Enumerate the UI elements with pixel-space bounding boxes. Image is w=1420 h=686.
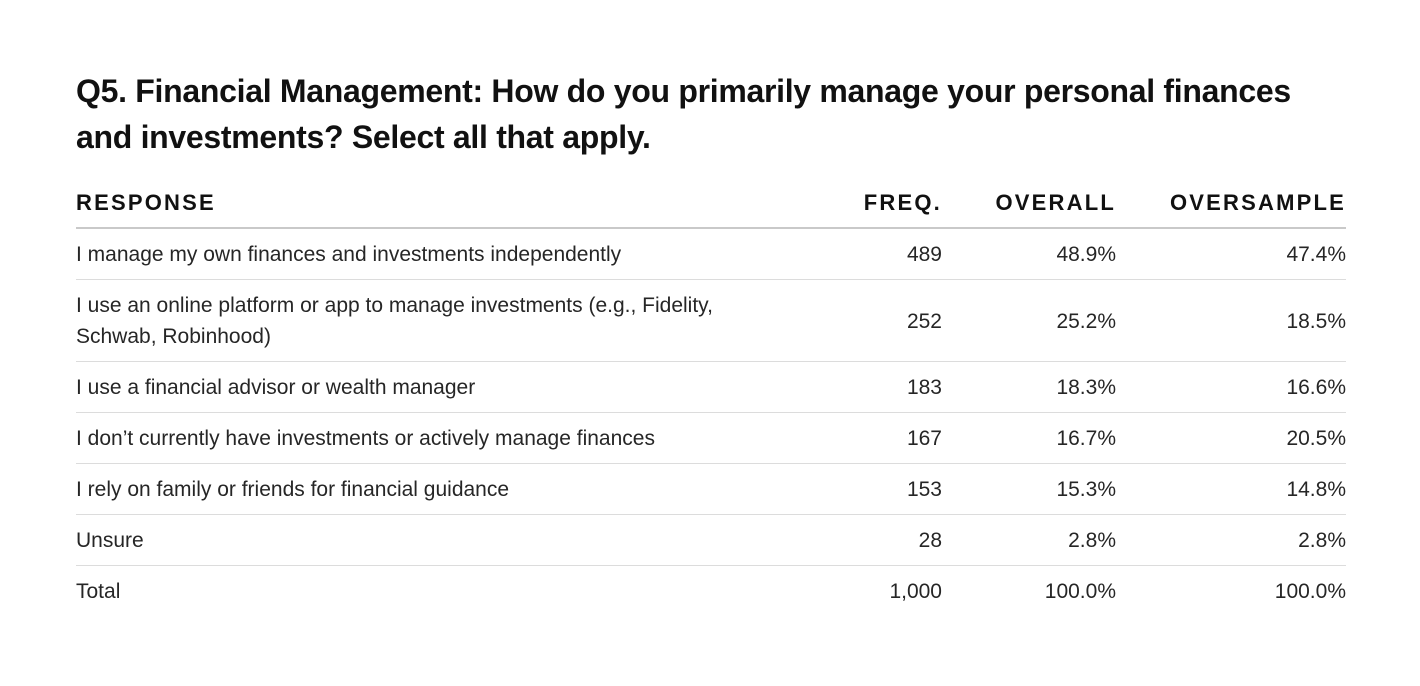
question-text: How do you primarily manage your persona… [76,73,1291,155]
header-overall: OVERALL [942,190,1116,229]
cell-response: I use a financial advisor or wealth mana… [76,361,836,413]
cell-overall: 25.2% [942,279,1116,362]
cell-response: I rely on family or friends for financia… [76,463,836,515]
cell-freq: 252 [836,279,942,362]
question-title: Q5. Financial Management: How do you pri… [76,68,1346,160]
table-total-row: Total 1,000 100.0% 100.0% [76,566,1346,617]
cell-overall: 48.9% [942,228,1116,280]
table-row: I manage my own finances and investments… [76,228,1346,280]
cell-freq: 183 [836,361,942,413]
cell-overall: 18.3% [942,361,1116,413]
header-oversample: OVERSAMPLE [1116,190,1346,229]
header-response: RESPONSE [76,190,836,229]
cell-response: Unsure [76,514,836,566]
question-topic: Financial Management: [135,73,483,109]
cell-response: I use an online platform or app to manag… [76,279,836,362]
cell-total-overall: 100.0% [1044,580,1116,603]
cell-response: I don’t currently have investments or ac… [76,412,836,464]
table-row: I use a financial advisor or wealth mana… [76,361,1346,413]
cell-oversample: 14.8% [1116,463,1346,515]
cell-freq: 489 [836,228,942,280]
cell-overall: 15.3% [942,463,1116,515]
cell-oversample: 18.5% [1116,279,1346,362]
question-label: Q5. Financial Management: [76,73,483,109]
cell-overall: 2.8% [942,514,1116,566]
table-row: I rely on family or friends for financia… [76,463,1346,515]
cell-total-oversample: 100.0% [1274,580,1346,603]
cell-oversample: 16.6% [1116,361,1346,413]
cell-oversample: 47.4% [1116,228,1346,280]
question-number: Q5. [76,73,127,109]
table-row: Unsure 28 2.8% 2.8% [76,514,1346,566]
cell-overall: 16.7% [942,412,1116,464]
table-row: I use an online platform or app to manag… [76,279,1346,362]
response-table: RESPONSE FREQ. OVERALL OVERSAMPLE I mana… [76,190,1346,616]
cell-freq: 167 [836,412,942,464]
cell-freq: 153 [836,463,942,515]
table-row: I don’t currently have investments or ac… [76,412,1346,464]
cell-oversample: 20.5% [1116,412,1346,464]
cell-oversample: 2.8% [1116,514,1346,566]
header-freq: FREQ. [836,190,942,229]
cell-total-freq: 1,000 [889,580,942,603]
cell-total-label: Total [76,580,121,603]
cell-freq: 28 [836,514,942,566]
cell-response: I manage my own finances and investments… [76,228,836,280]
table-header-row: RESPONSE FREQ. OVERALL OVERSAMPLE [76,190,1346,229]
survey-question-block: Q5. Financial Management: How do you pri… [76,68,1346,616]
